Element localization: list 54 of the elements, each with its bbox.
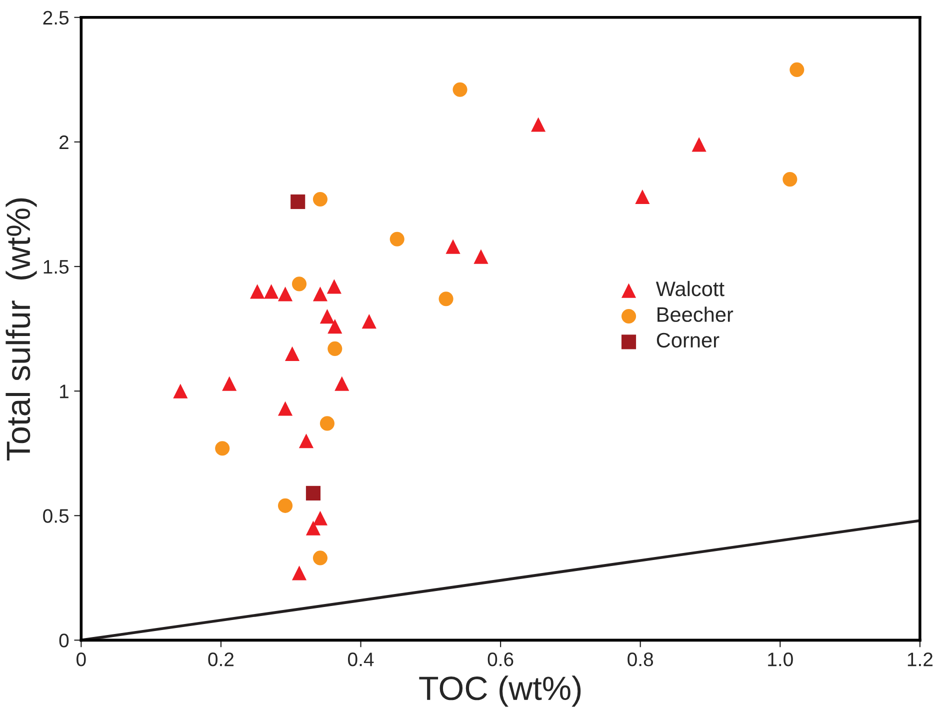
point [320, 309, 334, 324]
x-tick-label: 0.6 [488, 652, 514, 666]
point [215, 441, 230, 456]
point [635, 189, 650, 204]
point [790, 62, 804, 77]
point [290, 194, 306, 210]
point [334, 376, 350, 391]
point [390, 232, 404, 246]
point [438, 292, 454, 306]
x-axis-title: TOC (wt%) [419, 676, 581, 707]
point [284, 346, 300, 361]
point [328, 341, 342, 356]
x-tick-label: 0.8 [628, 652, 654, 666]
legend-label: Walcott [656, 280, 724, 296]
point [264, 284, 279, 299]
point [320, 416, 334, 431]
point [312, 192, 328, 207]
point [474, 249, 488, 264]
y-axis-title: Total sulfur (wt%) [6, 198, 37, 460]
x-tick-label: 1.2 [908, 652, 932, 666]
point [278, 498, 293, 513]
point [326, 279, 342, 294]
x-tick-label: 0.2 [208, 652, 234, 666]
point [312, 286, 328, 302]
legend-label: Beecher [658, 306, 734, 322]
point [312, 510, 328, 526]
point [292, 276, 307, 292]
point [782, 172, 798, 187]
point [222, 376, 237, 391]
y-tick-label: 2 [60, 135, 68, 149]
point [446, 239, 460, 254]
point [173, 384, 188, 398]
y-tick-label: 1.5 [44, 260, 69, 274]
point [312, 550, 328, 566]
point [306, 486, 321, 500]
y-tick-label: 1 [60, 384, 68, 398]
point [250, 284, 265, 299]
point [362, 314, 376, 329]
point [452, 82, 468, 97]
x-tick-label: 1.0 [768, 652, 793, 666]
point [692, 137, 706, 152]
x-tick-label: 0.4 [348, 652, 374, 666]
legend-label: Corner [656, 332, 720, 348]
y-tick-label: 2.5 [43, 10, 69, 25]
point [298, 434, 314, 448]
point [328, 319, 342, 334]
point [278, 401, 293, 416]
point [292, 566, 307, 580]
point [278, 286, 293, 302]
point [531, 117, 546, 132]
x-tick-label: 0 [76, 652, 86, 666]
point [306, 520, 321, 536]
y-tick-label: 0 [59, 634, 69, 648]
y-tick-label: 0.5 [43, 509, 69, 523]
